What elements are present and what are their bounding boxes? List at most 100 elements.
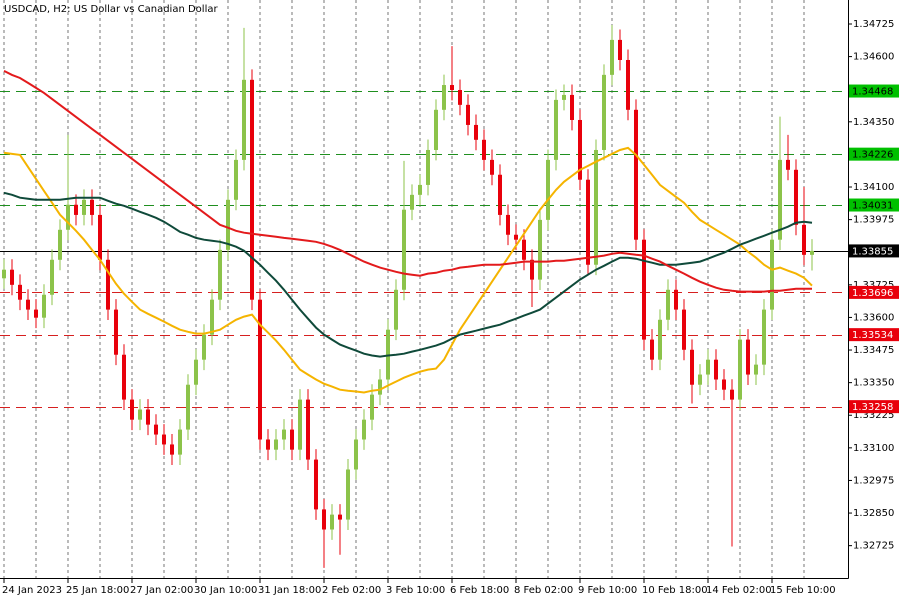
price-label-box	[849, 84, 899, 98]
candle-body	[202, 334, 206, 360]
candle-body	[74, 204, 78, 215]
candle-body	[722, 379, 726, 390]
candle-body	[106, 259, 110, 310]
candle-body	[506, 214, 510, 235]
y-tick-label: 1.33225	[853, 410, 894, 421]
candle-body	[50, 259, 54, 295]
candle-body	[634, 109, 638, 240]
x-tick-label: 2 Feb 02:00	[322, 585, 381, 596]
candle-body	[794, 169, 798, 225]
moving-average-line	[3, 191, 813, 358]
x-tick-label: 10 Feb 18:00	[642, 585, 708, 596]
candle-body	[226, 199, 230, 250]
candle-body	[514, 234, 518, 240]
candle-body	[746, 339, 750, 375]
candle-body	[682, 309, 686, 350]
candle-body	[298, 399, 302, 450]
candle-body	[26, 299, 30, 310]
candle-body	[194, 359, 198, 385]
candle-body	[378, 379, 382, 395]
candle-body	[578, 119, 582, 180]
candle-body	[786, 159, 790, 170]
candle-body	[138, 409, 142, 420]
x-tick-label: 15 Feb 10:00	[770, 585, 836, 596]
candle-body	[626, 59, 630, 110]
candle-body	[538, 219, 542, 280]
candle-body	[586, 179, 590, 265]
candle-body	[778, 159, 782, 240]
candle-body	[674, 289, 678, 310]
candle-body	[466, 104, 470, 125]
x-tick-label: 9 Feb 10:00	[578, 585, 637, 596]
price-label-box	[849, 147, 899, 161]
candle-body	[2, 269, 6, 279]
candle-body	[90, 199, 94, 215]
candle-body	[554, 99, 558, 160]
candle-body	[690, 349, 694, 385]
candle-body	[418, 184, 422, 195]
candle-body	[18, 284, 22, 300]
candle-body	[738, 339, 742, 400]
candle-body	[210, 299, 214, 335]
candle-body	[474, 124, 478, 140]
candle-body	[186, 384, 190, 430]
candle-body	[394, 289, 398, 330]
candle-body	[714, 359, 718, 380]
y-tick-label: 1.33350	[853, 378, 894, 389]
candle-body	[618, 39, 622, 60]
candle-body	[426, 149, 430, 185]
x-tick-label: 30 Jan 10:00	[194, 585, 257, 596]
candle-body	[346, 469, 350, 520]
x-tick-label: 31 Jan 18:00	[258, 585, 321, 596]
candle-body	[258, 299, 262, 440]
y-tick-label: 1.33725	[853, 280, 894, 291]
x-tick-label: 14 Feb 02:00	[706, 585, 772, 596]
candle-body	[170, 444, 174, 455]
y-tick-label: 1.32975	[853, 475, 894, 486]
candle-body	[570, 94, 574, 120]
candle-body	[42, 294, 46, 318]
candle-body	[370, 394, 374, 420]
price-label-box	[849, 244, 899, 258]
candle-body	[218, 249, 222, 300]
candle-body	[650, 339, 654, 360]
price-label-box	[849, 400, 899, 414]
candle-body	[338, 514, 342, 520]
candle-body	[322, 509, 326, 530]
candle-body	[594, 149, 598, 265]
candle-body	[58, 229, 62, 260]
candle-body	[130, 399, 134, 420]
price-label: 1.33534	[852, 330, 893, 341]
y-tick-label: 1.33100	[853, 443, 894, 454]
candle-body	[114, 309, 118, 355]
candle-body	[530, 259, 534, 280]
candle-body	[242, 79, 246, 160]
y-tick-label: 1.34600	[853, 52, 894, 63]
candle-body	[146, 409, 150, 425]
candle-body	[354, 439, 358, 470]
candle-body	[458, 89, 462, 105]
candle-body	[250, 79, 254, 300]
candle-body	[546, 159, 550, 220]
candle-body	[602, 74, 606, 150]
candle-body	[730, 389, 734, 400]
candle-body	[658, 319, 662, 360]
price-label-box	[849, 328, 899, 342]
chart-title: USDCAD, H2: US Dollar vs Canadian Dollar	[4, 4, 218, 15]
candle-body	[122, 354, 126, 400]
y-tick-label: 1.32850	[853, 508, 894, 519]
candle-body	[178, 429, 182, 455]
candle-body	[610, 39, 614, 75]
candle-body	[306, 399, 310, 460]
candle-body	[82, 199, 86, 215]
candle-body	[706, 359, 710, 375]
candle-body	[802, 224, 806, 255]
x-tick-label: 27 Jan 02:00	[130, 585, 193, 596]
candle-body	[290, 429, 294, 450]
candle-body	[770, 239, 774, 310]
x-tick-label: 24 Jan 2023	[2, 585, 62, 596]
candle-body	[490, 159, 494, 175]
y-tick-label: 1.34725	[853, 19, 894, 30]
